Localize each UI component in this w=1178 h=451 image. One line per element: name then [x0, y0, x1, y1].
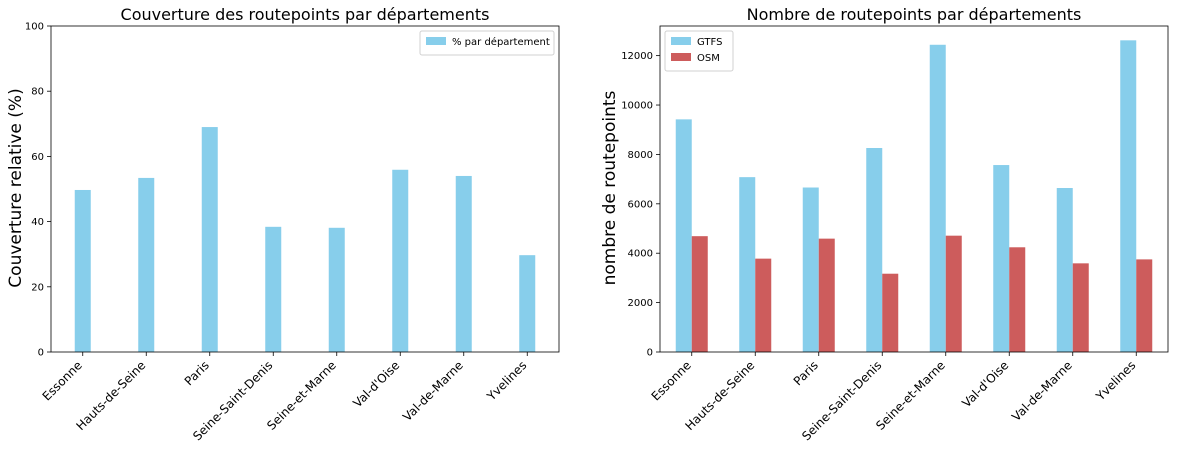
right-bar-osm-1	[755, 258, 772, 352]
right-bar-osm-5	[1009, 247, 1026, 352]
right-bar-gtfs-4	[929, 44, 946, 353]
right-legend-label: GTFS	[697, 37, 722, 48]
chart-left-bars	[74, 127, 536, 352]
left-ytick-label: 0	[38, 348, 44, 359]
left-legend-swatch	[426, 37, 446, 45]
right-bar-gtfs-2	[802, 187, 819, 352]
left-bar--par-d-partement-7	[519, 255, 536, 352]
left-ytick-label: 60	[31, 152, 44, 163]
left-category-label: Hauts-de-Seine	[73, 358, 148, 433]
left-category-label: Yvelines	[484, 358, 530, 404]
chart-left-plot-frame	[50, 25, 560, 353]
right-ytick-label: 4000	[628, 249, 653, 260]
left-category-label: Val-de-Marne	[400, 358, 466, 424]
left-ytick-label: 40	[31, 217, 44, 228]
right-bar-osm-7	[1136, 259, 1153, 352]
chart-left-title: Couverture des routepoints par départeme…	[121, 5, 490, 24]
chart-right-nombre: Nombre de routepoints par départements n…	[600, 5, 1169, 443]
right-bar-osm-3	[882, 273, 899, 352]
left-bar--par-d-partement-4	[328, 227, 345, 352]
right-bar-gtfs-1	[739, 177, 756, 352]
right-bar-osm-4	[945, 235, 962, 352]
right-bar-gtfs-6	[1056, 188, 1073, 352]
right-ytick-label: 10000	[621, 101, 653, 112]
chart-left-legend: % par département	[419, 30, 555, 56]
left-bar--par-d-partement-3	[265, 226, 282, 352]
right-category-label: Paris	[791, 358, 821, 388]
chart-right-title: Nombre de routepoints par départements	[747, 5, 1082, 24]
right-category-label: Val-d'Oise	[959, 358, 1011, 410]
left-category-label: Val-d'Oise	[350, 358, 402, 410]
left-legend-label: % par département	[452, 36, 550, 48]
right-legend-label: OSM	[697, 53, 720, 64]
right-bar-osm-0	[691, 236, 708, 352]
left-ytick-label: 80	[31, 87, 44, 98]
left-bar--par-d-partement-1	[138, 177, 155, 352]
right-bar-gtfs-5	[993, 165, 1010, 352]
right-category-label: Essonne	[649, 358, 694, 403]
right-legend-swatch	[671, 37, 691, 45]
right-ytick-label: 0	[647, 348, 653, 359]
right-ytick-label: 12000	[621, 51, 653, 62]
left-category-label: Seine-et-Marne	[264, 358, 339, 433]
chart-right-bars	[675, 40, 1153, 353]
chart-right-y-axis: 0 2000 4000 6000 8000 10000 12000	[621, 51, 660, 359]
left-bar--par-d-partement-6	[455, 175, 472, 352]
left-legend-box	[419, 30, 555, 56]
chart-right-ylabel: nombre de routepoints	[600, 90, 620, 285]
right-category-label: Yvelines	[1093, 358, 1139, 404]
left-category-label: Paris	[182, 358, 212, 388]
chart-right-plot-frame	[659, 25, 1169, 353]
right-bar-osm-6	[1072, 263, 1089, 352]
chart-right-legend: GTFS OSM	[664, 30, 734, 72]
right-ytick-label: 8000	[628, 150, 653, 161]
right-legend-swatch	[671, 53, 691, 61]
right-ytick-label: 6000	[628, 199, 653, 210]
right-category-label: Seine-et-Marne	[873, 358, 948, 433]
right-bar-gtfs-7	[1120, 40, 1137, 352]
right-category-label: Hauts-de-Seine	[682, 358, 757, 433]
chart-left-ylabel: Couverture relative (%)	[6, 88, 26, 287]
right-bar-gtfs-0	[675, 119, 692, 352]
right-ytick-label: 2000	[628, 298, 653, 309]
chart-left-y-axis: 0 20 40 60 80 100	[25, 22, 51, 359]
right-category-label: Val-de-Marne	[1009, 358, 1075, 424]
left-ytick-label: 20	[31, 282, 44, 293]
left-bar--par-d-partement-0	[74, 189, 91, 352]
right-bar-gtfs-3	[866, 148, 883, 352]
left-category-label: Essonne	[40, 358, 85, 403]
left-bar--par-d-partement-2	[201, 127, 218, 352]
left-ytick-label: 100	[25, 22, 44, 33]
right-bar-osm-2	[818, 238, 835, 352]
chart-left-couverture: Couverture des routepoints par départeme…	[6, 5, 560, 443]
left-bar--par-d-partement-5	[392, 169, 409, 352]
